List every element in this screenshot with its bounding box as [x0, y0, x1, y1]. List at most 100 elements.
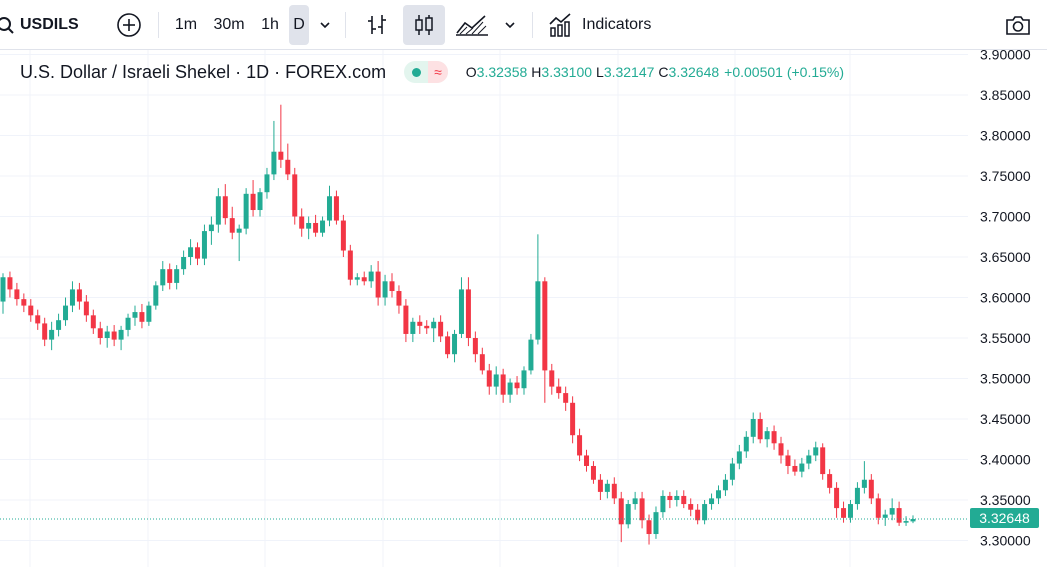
candle [139, 303, 145, 329]
candle [90, 309, 96, 334]
candle [667, 491, 673, 509]
price-axis[interactable]: 3.90000 3.85000 3.80000 3.75000 3.70000 3.650… [980, 47, 1031, 549]
candle-body [76, 289, 82, 302]
candle-body [445, 336, 451, 355]
candle [834, 482, 840, 518]
interval-1h[interactable]: 1h [261, 16, 279, 33]
candle [49, 321, 55, 351]
candle [521, 366, 527, 395]
candle-body [695, 509, 701, 521]
candle-body [570, 402, 576, 436]
area-style-button[interactable] [455, 0, 489, 50]
candle-body [21, 299, 27, 306]
candle [743, 431, 749, 458]
market-status-pill[interactable]: ≈ [404, 61, 448, 83]
candle-body [7, 277, 13, 290]
candle [195, 242, 201, 266]
compare-button[interactable] [116, 0, 142, 50]
symbol-search[interactable]: USDILS [0, 0, 79, 50]
camera-icon[interactable] [1004, 13, 1032, 37]
candle-body [611, 483, 617, 499]
candle [160, 261, 166, 292]
candle-body [347, 250, 353, 280]
candle-body [410, 321, 416, 334]
candle [76, 282, 82, 310]
candle [208, 216, 214, 245]
candles-icon[interactable] [412, 12, 436, 38]
candle-body [97, 328, 103, 338]
candle-body [313, 222, 319, 233]
bar-style-button[interactable] [365, 0, 389, 50]
area-chart-icon[interactable] [455, 12, 489, 38]
candle [500, 368, 506, 403]
interval-dropdown[interactable] [318, 0, 332, 50]
candle-body [910, 519, 916, 522]
candle-body [167, 269, 173, 283]
candle-body [577, 435, 583, 456]
y-axis-tick-label: 3.40000 [980, 452, 1031, 468]
bar-chart-icon[interactable] [365, 12, 389, 38]
indicators-label[interactable]: Indicators [582, 16, 652, 33]
candle-body [792, 465, 798, 472]
candle-body [528, 339, 534, 371]
candle-body [146, 305, 152, 322]
candle-body [389, 281, 395, 292]
y-axis-tick-label: 3.45000 [980, 411, 1031, 427]
data-delay-icon: ≈ [428, 61, 448, 83]
legend-title[interactable]: U.S. Dollar / Israeli Shekel · 1D · FORE… [20, 61, 387, 82]
candle-body [299, 216, 305, 229]
search-icon[interactable] [0, 15, 14, 35]
candle [320, 216, 326, 237]
toolbar-divider [532, 12, 533, 38]
interval-30m[interactable]: 30m [213, 16, 245, 33]
candle [472, 331, 478, 363]
candle-body [139, 312, 145, 322]
indicators-icon[interactable] [548, 12, 574, 38]
candle-body [500, 374, 506, 395]
candle [806, 449, 812, 470]
candle-body [118, 329, 124, 340]
y-axis-tick-label: 3.30000 [980, 533, 1031, 549]
candle-body [326, 196, 332, 221]
candle [778, 436, 784, 464]
top-toolbar: USDILS 1m 30m 1h D [0, 0, 1047, 50]
candle-body [424, 325, 430, 329]
candle [410, 317, 416, 343]
candle [146, 301, 152, 326]
candle [368, 265, 374, 288]
candle [69, 281, 75, 313]
candles-style-button[interactable] [403, 5, 445, 45]
candle-body [667, 495, 673, 500]
candle [229, 206, 235, 240]
candle-body [382, 281, 388, 298]
candle [479, 347, 485, 375]
candle-body [306, 222, 312, 229]
candle-body [584, 455, 590, 466]
add-symbol-icon[interactable] [116, 12, 142, 38]
chevron-down-icon[interactable] [503, 20, 517, 30]
toolbar-divider [345, 12, 346, 38]
interval-1m[interactable]: 1m [174, 16, 198, 33]
interval-d[interactable]: D [289, 5, 309, 45]
chart-style-dropdown[interactable] [503, 0, 517, 50]
candle-body [83, 301, 89, 316]
candle-body [854, 487, 860, 505]
candle-body [479, 354, 485, 371]
candle [375, 261, 381, 306]
candle [222, 184, 228, 225]
candle-body [653, 512, 659, 535]
snapshot-button[interactable] [1004, 0, 1032, 50]
ohlc-open: O3.32358 [465, 64, 528, 80]
indicators-button[interactable]: Indicators [548, 0, 651, 50]
chevron-down-icon[interactable] [318, 20, 332, 30]
candle-body [14, 289, 20, 300]
candle-body [861, 479, 867, 488]
candle [243, 188, 249, 235]
candle [403, 299, 409, 343]
candle-body [69, 289, 75, 306]
symbol-name[interactable]: USDILS [20, 16, 79, 33]
candle [618, 491, 624, 543]
candle [771, 425, 777, 450]
candle [333, 190, 339, 225]
